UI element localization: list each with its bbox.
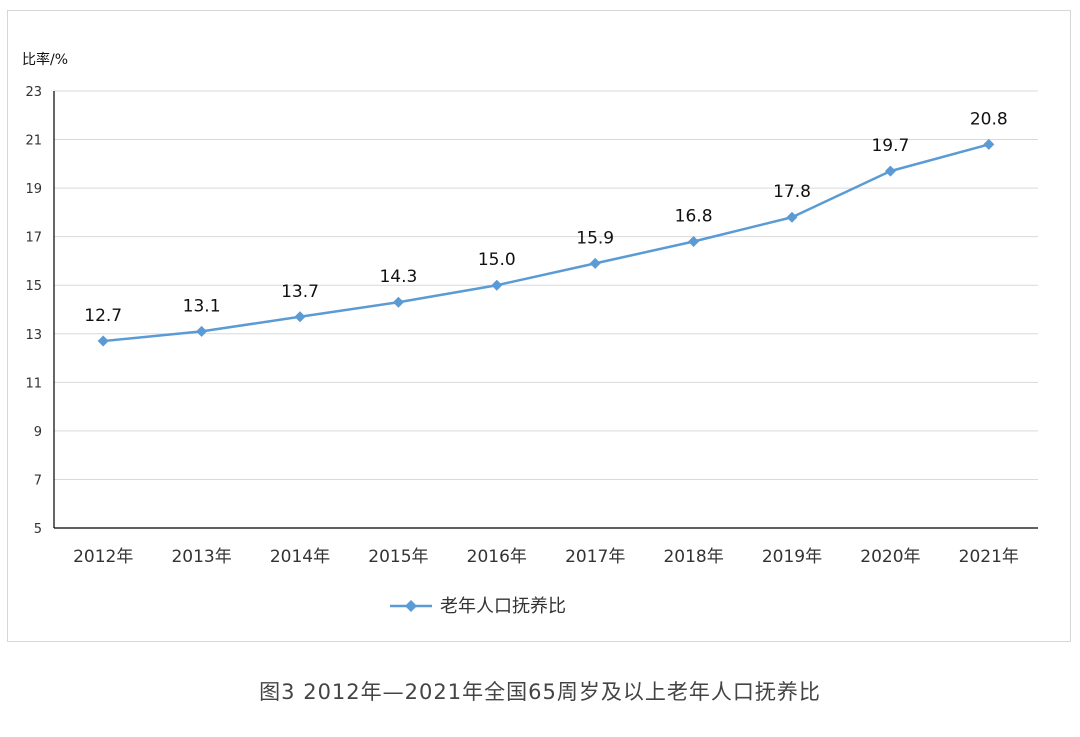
gridlines (54, 90, 1038, 480)
data-label: 15.0 (478, 250, 516, 270)
x-tick-labels: 2012年 2013年 2014年 2015年 2016年 2017年 2018年 2019年… (73, 547, 1019, 567)
data-point (491, 279, 503, 291)
legend: 老年人口抚养比 (390, 596, 566, 617)
y-tick-label: 21 (25, 134, 42, 149)
data-point (983, 138, 995, 150)
x-tick-label: 2016年 (467, 547, 527, 567)
data-point (688, 236, 700, 248)
x-tick-label: 2021年 (959, 547, 1019, 567)
chart-frame (7, 10, 1071, 642)
data-point (97, 335, 109, 347)
figure-caption: 图3 2012年—2021年全国65周岁及以上老年人口抚养比 (259, 680, 821, 704)
data-label: 15.9 (576, 228, 614, 248)
x-tick-label: 2013年 (171, 547, 231, 567)
x-tick-label: 2017年 (565, 547, 625, 567)
x-tick-label: 2012年 (73, 547, 133, 567)
data-point (392, 296, 404, 308)
x-tick-label: 2018年 (663, 547, 723, 567)
x-tick-label: 2019年 (762, 547, 822, 567)
data-point (196, 325, 208, 337)
data-label: 13.1 (183, 296, 221, 316)
data-label: 17.8 (773, 182, 811, 202)
y-tick-labels: 5 7 9 11 13 15 17 19 21 23 (25, 85, 42, 537)
data-label: 16.8 (675, 207, 713, 227)
y-tick-label: 13 (25, 328, 42, 343)
x-tick-label: 2015年 (368, 547, 428, 567)
y-tick-label: 23 (25, 85, 42, 100)
data-label: 14.3 (379, 267, 417, 287)
series-layer (97, 138, 995, 347)
x-tick-label: 2020年 (860, 547, 920, 567)
y-tick-label: 17 (25, 231, 42, 246)
data-label: 13.7 (281, 282, 319, 302)
data-labels: 12.7 13.1 13.7 14.3 15.0 15.9 16.8 17.8 19.7 20.8 (84, 109, 1007, 326)
data-label: 12.7 (84, 306, 122, 326)
y-tick-label: 11 (25, 376, 42, 391)
data-label: 20.8 (970, 109, 1008, 129)
y-tick-label: 5 (34, 522, 42, 537)
x-tick-label: 2014年 (270, 547, 330, 567)
y-tick-label: 19 (25, 182, 42, 197)
series-line (103, 143, 990, 343)
data-label: 19.7 (871, 136, 909, 156)
data-point (786, 211, 798, 223)
data-point (294, 311, 306, 323)
y-axis-label: 比率/% (22, 51, 68, 68)
y-tick-label: 7 (34, 473, 42, 488)
axes (53, 91, 1038, 529)
data-point (589, 257, 601, 269)
y-tick-label: 9 (34, 425, 42, 440)
y-tick-label: 15 (25, 279, 42, 294)
data-point (884, 165, 896, 177)
legend-label: 老年人口抚养比 (440, 596, 566, 617)
legend-marker (405, 600, 417, 612)
